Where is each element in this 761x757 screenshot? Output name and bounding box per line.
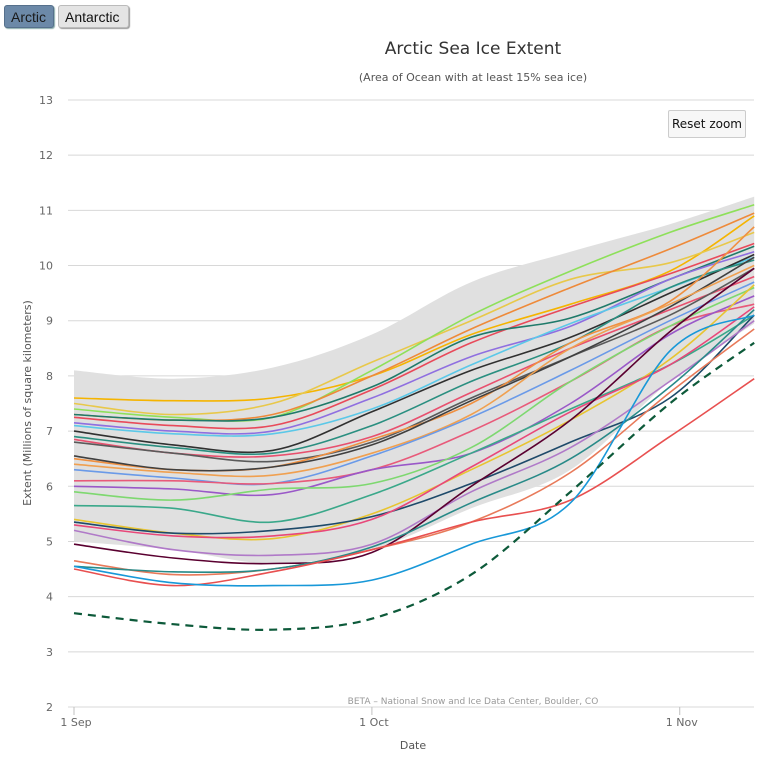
y-tick-label: 8 [46, 370, 53, 383]
x-axis-ticks: 1 Sep 1 Oct 1 Nov [60, 707, 698, 729]
series-line-16[interactable] [73, 281, 755, 486]
series-line-3[interactable] [73, 204, 755, 422]
series-line-9[interactable] [73, 253, 755, 454]
reset-zoom-button[interactable]: Reset zoom [668, 110, 746, 138]
x-axis-title: Date [400, 739, 427, 752]
series-line-22[interactable] [73, 314, 755, 535]
series-line-8[interactable] [73, 256, 755, 437]
chart-title: Arctic Sea Ice Extent [385, 39, 562, 59]
series-line-7[interactable] [73, 251, 755, 435]
series-line-14[interactable] [73, 256, 755, 472]
series-line-19[interactable] [73, 286, 755, 501]
y-tick-label: 13 [39, 94, 53, 107]
series-line-5[interactable] [73, 242, 755, 430]
series-line-2[interactable] [73, 231, 755, 416]
series-line-12[interactable] [73, 267, 755, 463]
y-tick-label: 10 [39, 260, 53, 273]
x-tick-label: 1 Oct [359, 716, 389, 729]
series-line-1[interactable] [73, 215, 755, 402]
series-line-24[interactable] [73, 320, 755, 557]
y-tick-label: 2 [46, 701, 53, 714]
y-tick-label: 11 [39, 204, 53, 217]
dashed-series-line[interactable] [73, 341, 755, 631]
series-line-27[interactable] [73, 309, 755, 574]
series-line-10[interactable] [73, 259, 755, 456]
y-tick-label: 9 [46, 315, 53, 328]
y-tick-label: 7 [46, 425, 53, 438]
x-tick-label: 1 Sep [60, 716, 91, 729]
y-tick-label: 3 [46, 646, 53, 659]
series-line-28[interactable] [73, 378, 755, 587]
series-line-26[interactable] [73, 328, 755, 576]
series-layer [73, 204, 755, 631]
y-tick-label: 12 [39, 149, 53, 162]
y-axis-ticks: 2 3 4 5 6 7 8 9 10 11 12 13 [39, 94, 53, 714]
chart-subtitle: (Area of Ocean with at least 15% sea ice… [359, 71, 587, 84]
y-tick-label: 5 [46, 535, 53, 548]
x-tick-label: 1 Nov [666, 716, 698, 729]
y-axis-title: Extent (Millions of square kilometers) [21, 300, 34, 506]
y-tick-label: 4 [46, 591, 53, 604]
antarctic-button[interactable]: Antarctic [58, 5, 129, 28]
y-tick-label: 6 [46, 480, 53, 493]
series-line-25[interactable] [73, 267, 755, 565]
series-line-15[interactable] [73, 264, 755, 478]
chart-credit: BETA – National Snow and Ice Data Center… [348, 697, 599, 707]
arctic-button[interactable]: Arctic [4, 5, 54, 28]
series-line-23[interactable] [73, 306, 755, 539]
series-line-29[interactable] [73, 314, 755, 587]
